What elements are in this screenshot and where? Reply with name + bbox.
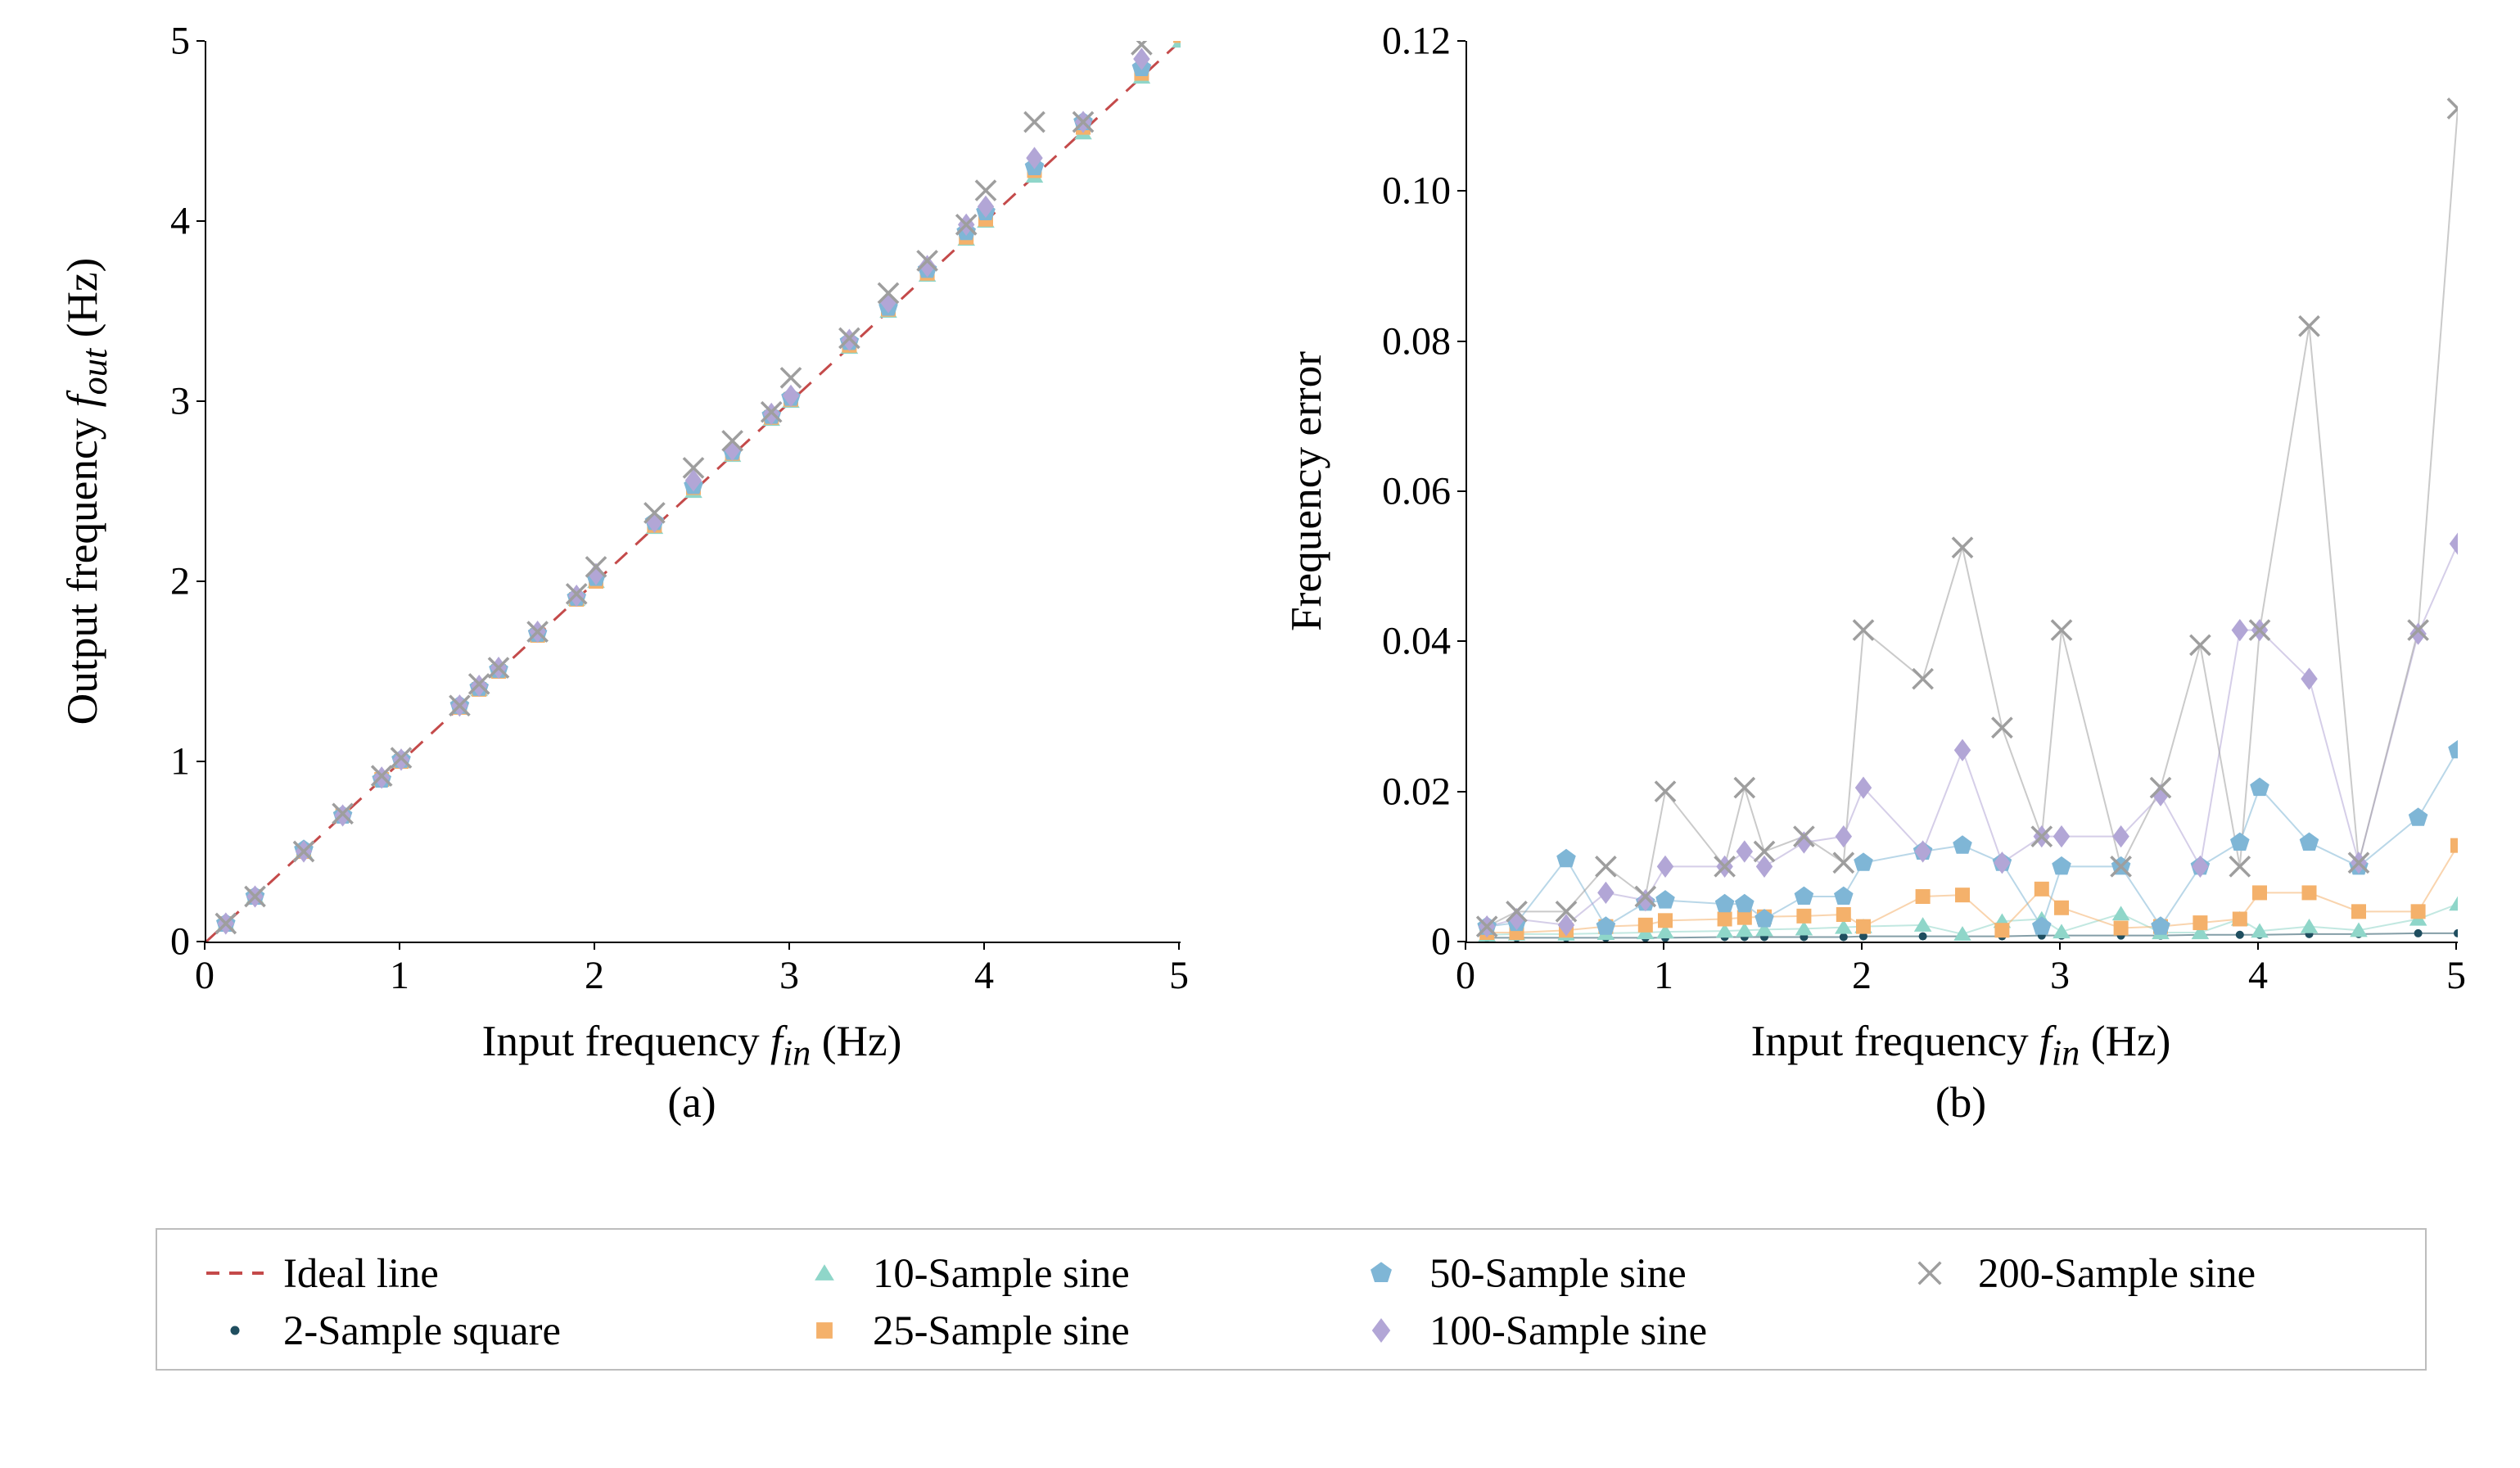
ytick-label: 0.12 xyxy=(1382,19,1451,64)
xtick-mark xyxy=(983,942,985,950)
figure-root: Output frequency fout (Hz) Input frequen… xyxy=(0,0,2520,1468)
legend-label: 10-Sample sine xyxy=(873,1249,1130,1297)
ytick-mark xyxy=(1457,190,1465,192)
ytick-label: 1 xyxy=(170,739,190,784)
caption-b: (b) xyxy=(1935,1077,1986,1127)
ytick-mark xyxy=(1457,341,1465,342)
legend-swatch xyxy=(1353,1261,1410,1285)
xtick-label: 4 xyxy=(2248,953,2268,998)
ylabel-b: Frequency error xyxy=(1280,351,1331,631)
panel-a: Output frequency fout (Hz) Input frequen… xyxy=(49,25,1212,1146)
legend-item-series100: 100-Sample sine xyxy=(1353,1307,1707,1354)
ytick-mark xyxy=(196,941,205,942)
xtick-label: 0 xyxy=(195,953,215,998)
xtick-label: 3 xyxy=(2050,953,2070,998)
legend-item-series200: 200-Sample sine xyxy=(1901,1249,2256,1297)
xtick-label: 3 xyxy=(779,953,799,998)
ytick-label: 5 xyxy=(170,19,190,64)
ytick-mark xyxy=(1457,941,1465,942)
legend-label: 200-Sample sine xyxy=(1978,1249,2256,1297)
xtick-label: 0 xyxy=(1456,953,1475,998)
legend-label: 25-Sample sine xyxy=(873,1307,1130,1354)
ytick-mark xyxy=(196,40,205,42)
ytick-label: 3 xyxy=(170,379,190,424)
caption-a: (a) xyxy=(667,1077,716,1127)
legend-swatch xyxy=(206,1261,264,1285)
xtick-label: 2 xyxy=(1852,953,1872,998)
xtick-label: 1 xyxy=(390,953,409,998)
xtick-mark xyxy=(204,942,205,950)
xtick-label: 5 xyxy=(2446,953,2466,998)
xtick-mark xyxy=(2257,942,2259,950)
xtick-mark xyxy=(1465,942,1466,950)
xtick-mark xyxy=(788,942,790,950)
legend-label: 2-Sample square xyxy=(283,1307,561,1354)
xtick-mark xyxy=(594,942,595,950)
legend-item-series25: 25-Sample sine xyxy=(796,1307,1130,1354)
xtick-mark xyxy=(1178,942,1180,950)
xtick-label: 5 xyxy=(1169,953,1189,998)
legend-swatch xyxy=(796,1318,853,1343)
plot-area-b xyxy=(1465,41,2458,943)
ytick-mark xyxy=(1457,40,1465,42)
ytick-mark xyxy=(196,761,205,762)
legend-swatch xyxy=(796,1261,853,1285)
legend-label: 50-Sample sine xyxy=(1429,1249,1687,1297)
ytick-mark xyxy=(196,580,205,582)
ytick-label: 0.04 xyxy=(1382,619,1451,664)
ytick-label: 0.06 xyxy=(1382,469,1451,514)
xtick-mark xyxy=(2455,942,2457,950)
ytick-label: 0 xyxy=(1431,919,1451,964)
ytick-label: 2 xyxy=(170,559,190,604)
ytick-label: 0 xyxy=(170,919,190,964)
legend-label: Ideal line xyxy=(283,1249,439,1297)
xlabel-b: Input frequency fin (Hz) xyxy=(1751,1015,2171,1074)
legend-swatch xyxy=(1901,1261,1958,1285)
ytick-label: 0.02 xyxy=(1382,769,1451,814)
xlabel-a: Input frequency fin (Hz) xyxy=(482,1015,902,1074)
legend-label: 100-Sample sine xyxy=(1429,1307,1707,1354)
legend-swatch xyxy=(1353,1318,1410,1343)
xtick-mark xyxy=(1663,942,1664,950)
panel-b: Frequency error Input frequency fin (Hz)… xyxy=(1261,25,2489,1146)
ytick-mark xyxy=(196,400,205,402)
xtick-mark xyxy=(2059,942,2061,950)
legend-swatch xyxy=(206,1318,264,1343)
ytick-mark xyxy=(196,220,205,222)
legend: Ideal line 2-Sample square 10-Sample sine 2… xyxy=(156,1228,2427,1371)
plot-area-a xyxy=(205,41,1181,943)
legend-item-series50: 50-Sample sine xyxy=(1353,1249,1687,1297)
ytick-mark xyxy=(1457,791,1465,793)
ytick-label: 0.08 xyxy=(1382,318,1451,364)
xtick-mark xyxy=(399,942,400,950)
xtick-mark xyxy=(1861,942,1863,950)
legend-item-series10: 10-Sample sine xyxy=(796,1249,1130,1297)
legend-item-series2: 2-Sample square xyxy=(206,1307,561,1354)
xtick-label: 4 xyxy=(974,953,994,998)
legend-item-ideal: Ideal line xyxy=(206,1249,439,1297)
xtick-label: 1 xyxy=(1654,953,1673,998)
ylabel-a: Output frequency fout (Hz) xyxy=(56,258,115,725)
ytick-label: 0.10 xyxy=(1382,169,1451,214)
ytick-mark xyxy=(1457,640,1465,642)
xtick-label: 2 xyxy=(585,953,604,998)
ytick-mark xyxy=(1457,490,1465,492)
ytick-label: 4 xyxy=(170,199,190,244)
